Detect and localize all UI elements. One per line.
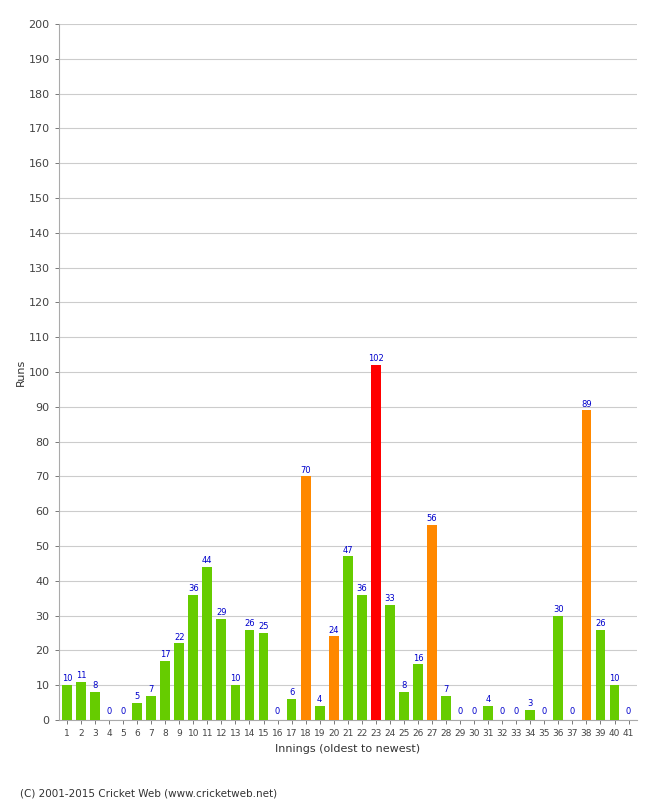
Text: 26: 26: [244, 618, 255, 628]
Text: 7: 7: [148, 685, 154, 694]
Bar: [315, 706, 324, 720]
Text: 0: 0: [120, 707, 125, 716]
Text: 36: 36: [356, 584, 367, 593]
Text: 7: 7: [443, 685, 448, 694]
Text: 29: 29: [216, 608, 227, 618]
Text: 47: 47: [343, 546, 353, 554]
Text: 10: 10: [62, 674, 72, 683]
X-axis label: Innings (oldest to newest): Innings (oldest to newest): [275, 743, 421, 754]
Text: 22: 22: [174, 633, 185, 642]
Bar: [483, 706, 493, 720]
Bar: [287, 699, 296, 720]
Bar: [62, 685, 72, 720]
Text: 0: 0: [458, 707, 463, 716]
Text: 16: 16: [413, 654, 423, 662]
Text: 0: 0: [541, 707, 547, 716]
Text: 102: 102: [368, 354, 384, 363]
Bar: [301, 476, 311, 720]
Bar: [343, 557, 353, 720]
Text: 0: 0: [514, 707, 519, 716]
Text: 17: 17: [160, 650, 170, 659]
Text: 0: 0: [570, 707, 575, 716]
Text: 11: 11: [75, 671, 86, 680]
Text: 8: 8: [92, 682, 98, 690]
Bar: [132, 702, 142, 720]
Bar: [385, 605, 395, 720]
Bar: [231, 685, 240, 720]
Bar: [244, 630, 254, 720]
Bar: [525, 710, 535, 720]
Text: 70: 70: [300, 466, 311, 474]
Bar: [90, 692, 100, 720]
Bar: [610, 685, 619, 720]
Bar: [174, 643, 184, 720]
Text: 4: 4: [317, 695, 322, 704]
Text: 8: 8: [401, 682, 407, 690]
Bar: [595, 630, 605, 720]
Bar: [202, 567, 213, 720]
Text: 5: 5: [135, 692, 140, 701]
Bar: [582, 410, 592, 720]
Text: 33: 33: [385, 594, 395, 603]
Text: 26: 26: [595, 618, 606, 628]
Text: 4: 4: [486, 695, 491, 704]
Text: 56: 56: [426, 514, 437, 523]
Text: 0: 0: [500, 707, 505, 716]
Bar: [357, 594, 367, 720]
Text: 10: 10: [609, 674, 620, 683]
Bar: [329, 637, 339, 720]
Text: 0: 0: [275, 707, 280, 716]
Bar: [146, 696, 156, 720]
Text: 36: 36: [188, 584, 199, 593]
Bar: [413, 664, 423, 720]
Bar: [76, 682, 86, 720]
Bar: [399, 692, 409, 720]
Text: 3: 3: [528, 699, 533, 708]
Text: 89: 89: [581, 399, 592, 409]
Bar: [188, 594, 198, 720]
Bar: [161, 661, 170, 720]
Text: 10: 10: [230, 674, 240, 683]
Bar: [371, 365, 381, 720]
Text: 25: 25: [258, 622, 268, 631]
Bar: [427, 525, 437, 720]
Bar: [216, 619, 226, 720]
Y-axis label: Runs: Runs: [16, 358, 25, 386]
Text: 44: 44: [202, 556, 213, 565]
Bar: [259, 633, 268, 720]
Bar: [553, 616, 564, 720]
Text: 0: 0: [471, 707, 476, 716]
Text: 6: 6: [289, 688, 294, 698]
Text: 0: 0: [626, 707, 631, 716]
Text: (C) 2001-2015 Cricket Web (www.cricketweb.net): (C) 2001-2015 Cricket Web (www.cricketwe…: [20, 788, 277, 798]
Text: 24: 24: [328, 626, 339, 634]
Text: 30: 30: [553, 605, 564, 614]
Text: 0: 0: [107, 707, 112, 716]
Bar: [441, 696, 451, 720]
